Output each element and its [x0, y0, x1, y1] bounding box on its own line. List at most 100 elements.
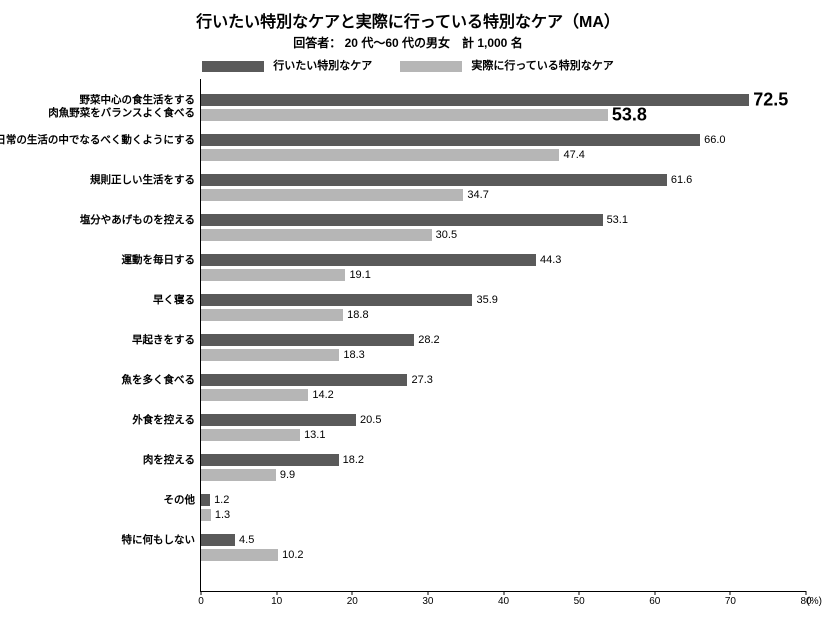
category-row: 早起きをする28.218.3: [201, 327, 806, 367]
x-tick-label: 40: [498, 596, 509, 607]
value-label-series-1: 28.2: [414, 334, 439, 346]
x-tick-label: 80: [800, 596, 811, 607]
x-tick-label: 30: [422, 596, 433, 607]
category-label: 特に何もしない: [122, 534, 202, 547]
value-label-series-2: 18.3: [339, 349, 364, 361]
bar-series-2: 10.2: [201, 549, 278, 561]
value-label-series-2: 13.1: [300, 429, 325, 441]
value-label-series-2: 18.8: [343, 309, 368, 321]
bar-series-2: 1.3: [201, 509, 211, 521]
value-label-series-1: 18.2: [339, 454, 364, 466]
value-label-series-2: 14.2: [308, 389, 333, 401]
bar-series-1: 28.2: [201, 334, 414, 346]
bar-series-1: 20.5: [201, 414, 356, 426]
category-label: 日常の生活の中でなるべく動くようにする: [0, 134, 201, 147]
bar-series-2: 18.8: [201, 309, 343, 321]
x-tick-mark: [806, 591, 807, 595]
bar-series-1: 4.5: [201, 534, 235, 546]
bar-series-1: 1.2: [201, 494, 210, 506]
legend-label-1: 行いたい特別なケア: [273, 60, 372, 72]
value-label-series-2: 34.7: [463, 189, 488, 201]
legend-swatch-2: [400, 61, 462, 72]
value-label-series-2: 30.5: [432, 229, 457, 241]
category-row: 早く寝る35.918.8: [201, 287, 806, 327]
category-label: 運動を毎日する: [122, 254, 202, 267]
x-tick-mark: [503, 591, 504, 595]
x-tick-mark: [352, 591, 353, 595]
x-tick-mark: [201, 591, 202, 595]
category-row: 塩分やあげものを控える53.130.5: [201, 207, 806, 247]
legend-item-1: 行いたい特別なケア: [202, 57, 372, 73]
value-label-series-1: 66.0: [700, 134, 725, 146]
bar-series-2: 18.3: [201, 349, 339, 361]
value-label-series-1: 27.3: [407, 374, 432, 386]
x-tick-label: 20: [347, 596, 358, 607]
category-label: 魚を多く食べる: [122, 374, 202, 387]
category-row: 規則正しい生活をする61.634.7: [201, 167, 806, 207]
category-label: 肉を控える: [143, 454, 201, 467]
bar-series-2: 47.4: [201, 149, 559, 161]
value-label-series-1: 44.3: [536, 254, 561, 266]
legend-item-2: 実際に行っている特別なケア: [400, 57, 614, 73]
value-label-series-1: 53.1: [603, 214, 628, 226]
value-label-series-2: 53.8: [608, 104, 647, 125]
legend-swatch-1: [202, 61, 264, 72]
x-tick-mark: [654, 591, 655, 595]
bar-series-2: 19.1: [201, 269, 345, 281]
bar-series-1: 35.9: [201, 294, 472, 306]
bar-series-1: 66.0: [201, 134, 700, 146]
x-tick-label: 10: [271, 596, 282, 607]
value-label-series-2: 19.1: [345, 269, 370, 281]
category-label: 野菜中心の食生活をする 肉魚野菜をバランスよく食べる: [48, 94, 201, 120]
bar-series-1: 27.3: [201, 374, 407, 386]
value-label-series-2: 9.9: [276, 469, 295, 481]
value-label-series-2: 10.2: [278, 549, 303, 561]
value-label-series-1: 72.5: [749, 89, 788, 110]
x-tick-mark: [427, 591, 428, 595]
chart-title: 行いたい特別なケアと実際に行っている特別なケア（MA）: [10, 8, 806, 32]
bar-series-1: 72.5: [201, 94, 749, 106]
value-label-series-1: 20.5: [356, 414, 381, 426]
category-label: 規則正しい生活をする: [90, 174, 201, 187]
bar-series-2: 13.1: [201, 429, 300, 441]
bar-series-2: 34.7: [201, 189, 463, 201]
value-label-series-1: 35.9: [472, 294, 497, 306]
value-label-series-2: 47.4: [559, 149, 584, 161]
bar-series-2: 14.2: [201, 389, 308, 401]
x-tick-label: 50: [574, 596, 585, 607]
category-row: 魚を多く食べる27.314.2: [201, 367, 806, 407]
plot-area: (%) 01020304050607080野菜中心の食生活をする 肉魚野菜をバラ…: [200, 79, 806, 592]
bar-series-1: 61.6: [201, 174, 667, 186]
x-tick-mark: [730, 591, 731, 595]
category-label: 外食を控える: [132, 414, 201, 427]
category-label: 早く寝る: [153, 294, 201, 307]
bar-series-2: 53.8: [201, 109, 608, 121]
category-label: 早起きをする: [132, 334, 201, 347]
legend: 行いたい特別なケア 実際に行っている特別なケア: [10, 57, 806, 73]
x-tick-label: 0: [198, 596, 204, 607]
x-tick-mark: [276, 591, 277, 595]
value-label-series-1: 4.5: [235, 534, 254, 546]
bar-series-1: 18.2: [201, 454, 339, 466]
category-label: その他: [164, 494, 202, 507]
bar-series-1: 53.1: [201, 214, 603, 226]
category-row: 野菜中心の食生活をする 肉魚野菜をバランスよく食べる72.553.8: [201, 87, 806, 127]
x-tick-label: 60: [649, 596, 660, 607]
x-tick-label: 70: [725, 596, 736, 607]
category-row: 特に何もしない4.510.2: [201, 527, 806, 567]
bar-series-2: 30.5: [201, 229, 432, 241]
legend-label-2: 実際に行っている特別なケア: [471, 60, 613, 72]
category-row: 日常の生活の中でなるべく動くようにする66.047.4: [201, 127, 806, 167]
value-label-series-1: 1.2: [210, 494, 229, 506]
chart-subtitle: 回答者： 20 代～60 代の男女 計 1,000 名: [10, 34, 806, 51]
category-row: 運動を毎日する44.319.1: [201, 247, 806, 287]
category-row: 外食を控える20.513.1: [201, 407, 806, 447]
category-label: 塩分やあげものを控える: [80, 214, 201, 227]
bar-series-2: 9.9: [201, 469, 276, 481]
x-tick-mark: [579, 591, 580, 595]
category-row: 肉を控える18.29.9: [201, 447, 806, 487]
value-label-series-1: 61.6: [667, 174, 692, 186]
value-label-series-2: 1.3: [211, 509, 230, 521]
category-row: その他1.21.3: [201, 487, 806, 527]
chart-container: 行いたい特別なケアと実際に行っている特別なケア（MA） 回答者： 20 代～60…: [0, 0, 824, 620]
